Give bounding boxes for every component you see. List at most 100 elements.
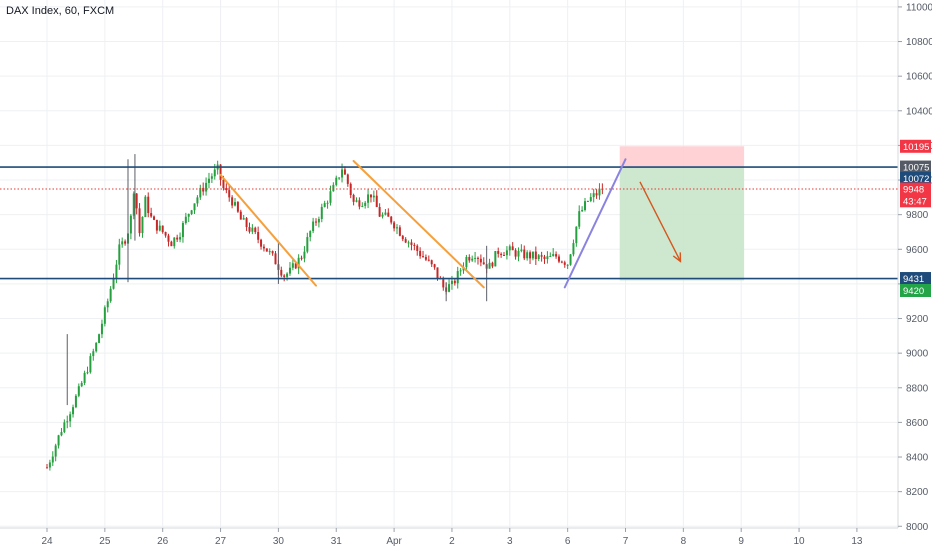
candle-body [158, 225, 161, 231]
candle-body [546, 256, 549, 260]
x-tick-label: 8 [681, 536, 687, 547]
candle-body [254, 227, 257, 233]
candle-body [115, 264, 118, 278]
candle-body [367, 194, 370, 203]
candle-body [471, 258, 474, 261]
candle-body [228, 190, 231, 198]
candle-body [575, 226, 578, 244]
price-axis[interactable]: 1100010800106001040010200100009800960094… [897, 0, 932, 533]
price-tag-bg [900, 160, 931, 174]
y-tick-label: 9000 [906, 349, 929, 360]
candle-body [453, 280, 456, 284]
candle-body [89, 356, 92, 373]
candle-body [572, 243, 575, 255]
trendline[interactable] [563, 158, 627, 289]
candle-body [205, 182, 208, 192]
price-tag-label: 9431 [903, 274, 924, 285]
candle-body [566, 264, 569, 266]
candle-body [317, 219, 320, 223]
price-tag-label: 43:47 [903, 196, 927, 207]
candle-body [557, 256, 560, 262]
candle-body [517, 250, 520, 257]
candle-body [153, 216, 156, 220]
candle-body [430, 260, 433, 265]
projection-arrow-head [672, 252, 682, 263]
risk-reward-box[interactable] [619, 146, 745, 281]
candle-body [187, 213, 190, 217]
candle-body [260, 239, 263, 247]
candle-body [57, 435, 60, 446]
candle-body [422, 256, 425, 258]
price-tag-bg [900, 182, 931, 196]
candle-body [118, 244, 121, 265]
price-tag-label: 10075 [903, 163, 929, 174]
candle-body [448, 284, 451, 292]
candle-body [315, 221, 318, 223]
candle-body [346, 174, 349, 184]
candle-body [526, 252, 529, 259]
candle-body [465, 257, 468, 268]
candle-body [271, 251, 274, 254]
candle-body [309, 231, 312, 238]
candle-body [482, 262, 485, 265]
candle-body [236, 202, 239, 212]
candle-body [503, 254, 506, 256]
candle-body [257, 232, 260, 240]
candle-body [456, 271, 459, 284]
candle-body [476, 257, 479, 259]
price-tag-bg [900, 194, 931, 208]
candle-body [225, 188, 228, 191]
candle-body [410, 242, 413, 245]
horizontal-levels[interactable] [0, 166, 898, 280]
candle-body [358, 200, 361, 207]
y-tick-label: 10800 [906, 37, 932, 48]
candle-body [332, 184, 335, 192]
trendline[interactable] [352, 159, 485, 289]
candle-body [459, 270, 462, 272]
candle-body [179, 237, 182, 240]
candle-body [234, 202, 237, 206]
candle-body [552, 254, 555, 257]
candle-body [560, 261, 563, 263]
trendlines[interactable] [219, 158, 682, 289]
x-tick-label: 31 [331, 536, 343, 547]
candle-body [341, 169, 344, 178]
candle-body [83, 372, 86, 383]
trendline[interactable] [219, 173, 318, 287]
candle-body [124, 241, 127, 244]
candle-body [248, 227, 251, 232]
projection-arrow[interactable] [639, 181, 682, 262]
candle-body [323, 203, 326, 207]
candle-body [474, 257, 477, 259]
candle-body [213, 169, 216, 177]
candle-body [468, 257, 471, 261]
stop-loss-zone[interactable] [619, 146, 745, 168]
candle-body [245, 218, 248, 228]
candle-body [508, 246, 511, 251]
candle-body [202, 187, 205, 192]
candle-body [433, 264, 436, 268]
candle-body [355, 200, 358, 202]
candle-body [164, 232, 167, 236]
candle-body [534, 251, 537, 260]
y-tick-label: 9200 [906, 314, 929, 325]
candle-body [268, 251, 271, 253]
candle-body [419, 250, 422, 257]
take-profit-zone[interactable] [619, 167, 745, 281]
candle-body [103, 307, 106, 324]
candle-body [144, 196, 147, 218]
candle-body [280, 269, 283, 276]
candle-body [491, 262, 494, 267]
x-tick-label: 3 [507, 536, 513, 547]
candle-body [523, 249, 526, 259]
candle-body [210, 176, 213, 179]
price-tag-bg [900, 283, 931, 297]
candle-body [196, 197, 199, 204]
candle-body [239, 211, 242, 220]
y-tick-label: 10600 [906, 72, 932, 83]
time-axis[interactable]: 24 25 26 27 30 31 Apr 2 3 6 7 8 9 10 13 [0, 527, 898, 547]
price-tag-bg [900, 171, 931, 185]
candle-body [72, 407, 75, 415]
